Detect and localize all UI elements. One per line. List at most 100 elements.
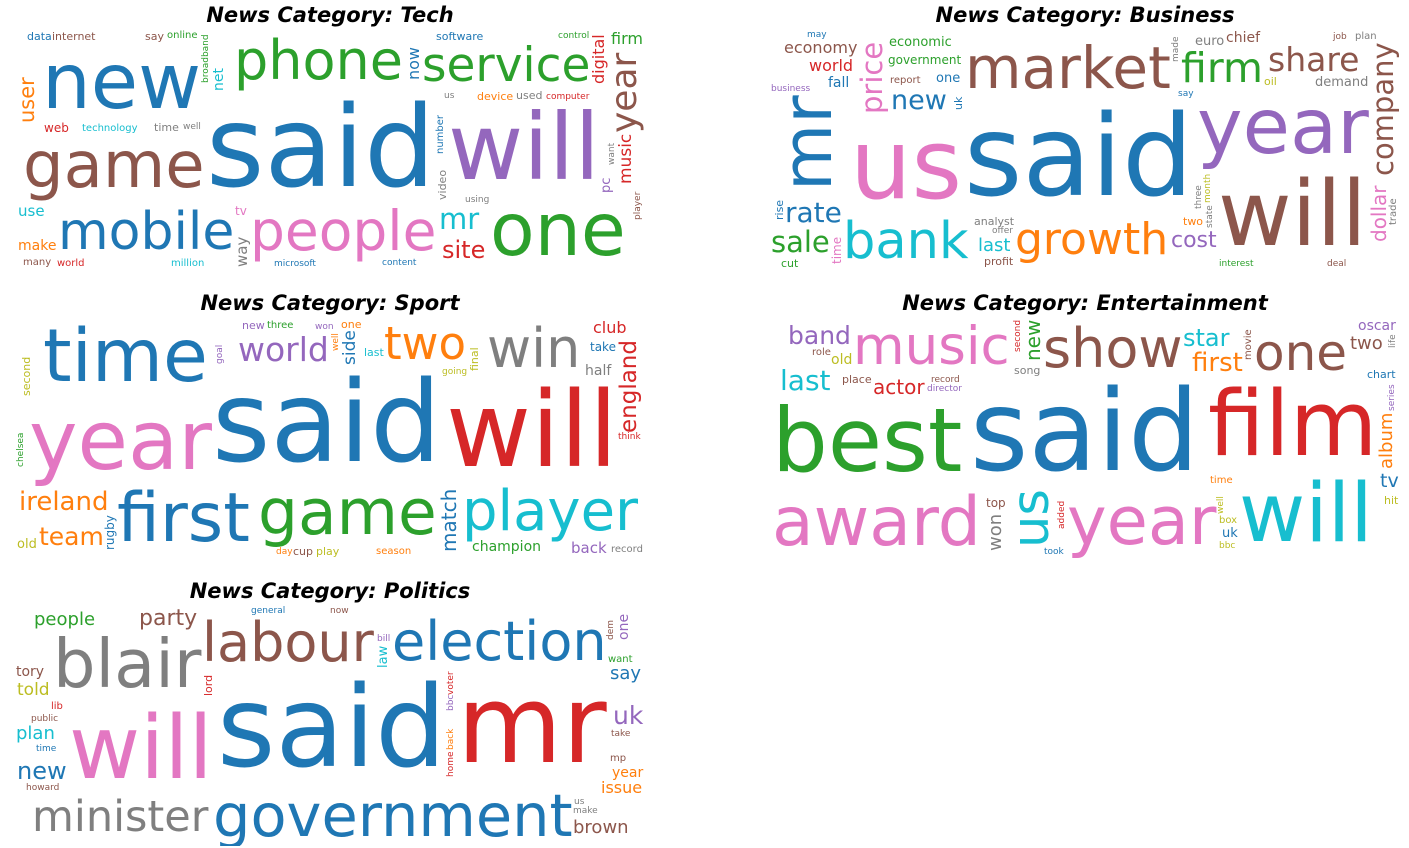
cloud-word: interest	[1219, 259, 1254, 269]
cloud-word: voter	[446, 670, 456, 695]
cloud-word: dem	[606, 619, 616, 641]
cloud-word: brown	[573, 817, 629, 838]
cloud-word: goal	[215, 344, 225, 365]
cloud-word: month	[1203, 173, 1213, 204]
cloud-word: state	[1205, 204, 1215, 228]
cloud-word: technology	[82, 123, 138, 134]
cloud-word: take	[590, 340, 616, 354]
cloud-word: won	[985, 513, 1006, 552]
cloud-word: season	[376, 546, 412, 557]
cloud-word: well	[1216, 495, 1226, 514]
cloud-word: us	[444, 91, 455, 101]
cloud-word: club	[593, 318, 627, 337]
cloud-word: song	[1014, 364, 1041, 377]
cloud-word: uk	[1222, 526, 1238, 541]
cloud-word: million	[171, 258, 205, 269]
cloud-word: us	[1002, 488, 1061, 548]
cloud-word: software	[436, 30, 484, 43]
cloud-word: government	[888, 53, 962, 67]
cloud-word: minister	[32, 792, 209, 842]
cloud-word: old	[17, 537, 37, 552]
cloud-word: government	[213, 781, 573, 846]
cloud-word: howard	[26, 783, 60, 793]
cloud-word: band	[788, 321, 851, 350]
cloud-word: offer	[992, 226, 1013, 236]
cloud-word: lord	[202, 674, 215, 697]
cloud-word: demand	[1315, 75, 1369, 90]
cloud-word: actor	[873, 375, 925, 399]
cloud-word: uk	[613, 701, 644, 730]
cloud-word: three	[267, 320, 294, 331]
cloud-word: side	[340, 329, 360, 365]
cloud-word: half	[585, 363, 612, 379]
cloud-word: us	[574, 797, 585, 807]
cloud-word: internet	[52, 30, 96, 43]
cloud-word: year	[1067, 482, 1217, 558]
cloud-word: match	[437, 488, 461, 553]
cloud-word: last	[978, 235, 1011, 256]
cloud-word: second	[1013, 319, 1023, 353]
chart-title: News Category: Entertainment	[902, 291, 1268, 315]
cloud-word: microsoft	[274, 259, 316, 269]
cloud-word: rate	[785, 196, 842, 229]
cloud-word: box	[1219, 515, 1238, 526]
cloud-word: video	[436, 169, 449, 201]
chart-title: News Category: Tech	[206, 3, 454, 27]
cloud-word: trade	[1388, 197, 1399, 225]
cloud-word: job	[1333, 32, 1347, 42]
cloud-word: world	[57, 258, 85, 269]
cloud-word: control	[558, 31, 590, 41]
cloud-word: use	[18, 202, 45, 220]
cloud-word: labour	[202, 611, 374, 674]
cloud-word: series	[1387, 383, 1397, 411]
cloud-word: one	[341, 318, 362, 331]
cloud-word: new	[891, 85, 947, 116]
cloud-word: year	[612, 765, 644, 781]
cloud-word: going	[442, 367, 468, 377]
cloud-word: mp	[610, 753, 627, 764]
cloud-word: blair	[53, 625, 202, 703]
cloud-word: election	[392, 610, 607, 673]
cloud-word: director	[927, 384, 962, 394]
cloud-word: england	[616, 339, 642, 433]
cloud-word: two	[1350, 333, 1383, 354]
cloud-word: one	[616, 613, 632, 641]
cloud-word: won	[315, 322, 334, 332]
cloud-word: euro	[1195, 34, 1225, 49]
cloud-word: economy	[784, 38, 858, 57]
cloud-word: make	[573, 806, 598, 816]
cloud-word: chart	[1367, 368, 1396, 381]
cloud-word: ireland	[19, 487, 109, 517]
cloud-word: final	[468, 346, 481, 371]
cloud-word: said	[970, 367, 1200, 497]
cloud-word: take	[611, 729, 631, 739]
cloud-word: took	[1044, 547, 1064, 557]
cloud-word: said	[964, 92, 1194, 222]
cloud-word: dollar	[1367, 184, 1391, 242]
cloud-word: will	[1218, 162, 1367, 267]
cloud-word: said	[217, 663, 447, 793]
cloud-word: mr	[770, 94, 848, 191]
cloud-word: back	[571, 539, 607, 557]
cloud-word: well	[183, 122, 201, 132]
cloud-word: issue	[601, 778, 643, 797]
cloud-word: say	[610, 663, 642, 684]
cloud-word: uk	[952, 96, 965, 111]
cloud-word: place	[842, 373, 872, 386]
cloud-word: analyst	[974, 215, 1015, 228]
word-cloud: said will year game first time player win englan…	[15, 318, 645, 558]
cloud-word: two	[1183, 215, 1204, 228]
cloud-word: may	[807, 30, 827, 40]
cloud-word: movie	[1243, 328, 1254, 360]
cloud-word: business	[771, 84, 811, 94]
cloud-word: one	[936, 71, 961, 86]
cloud-word: used	[516, 89, 543, 102]
cloud-word: tv	[235, 204, 247, 218]
cloud-word: music	[853, 318, 1010, 377]
cloud-word: device	[477, 90, 514, 103]
cloud-word: back	[446, 728, 456, 751]
cloud-word: digital	[589, 33, 608, 84]
cloud-word: well	[331, 332, 341, 351]
cloud-word: general	[251, 606, 286, 616]
cloud-word: three	[1194, 184, 1204, 209]
